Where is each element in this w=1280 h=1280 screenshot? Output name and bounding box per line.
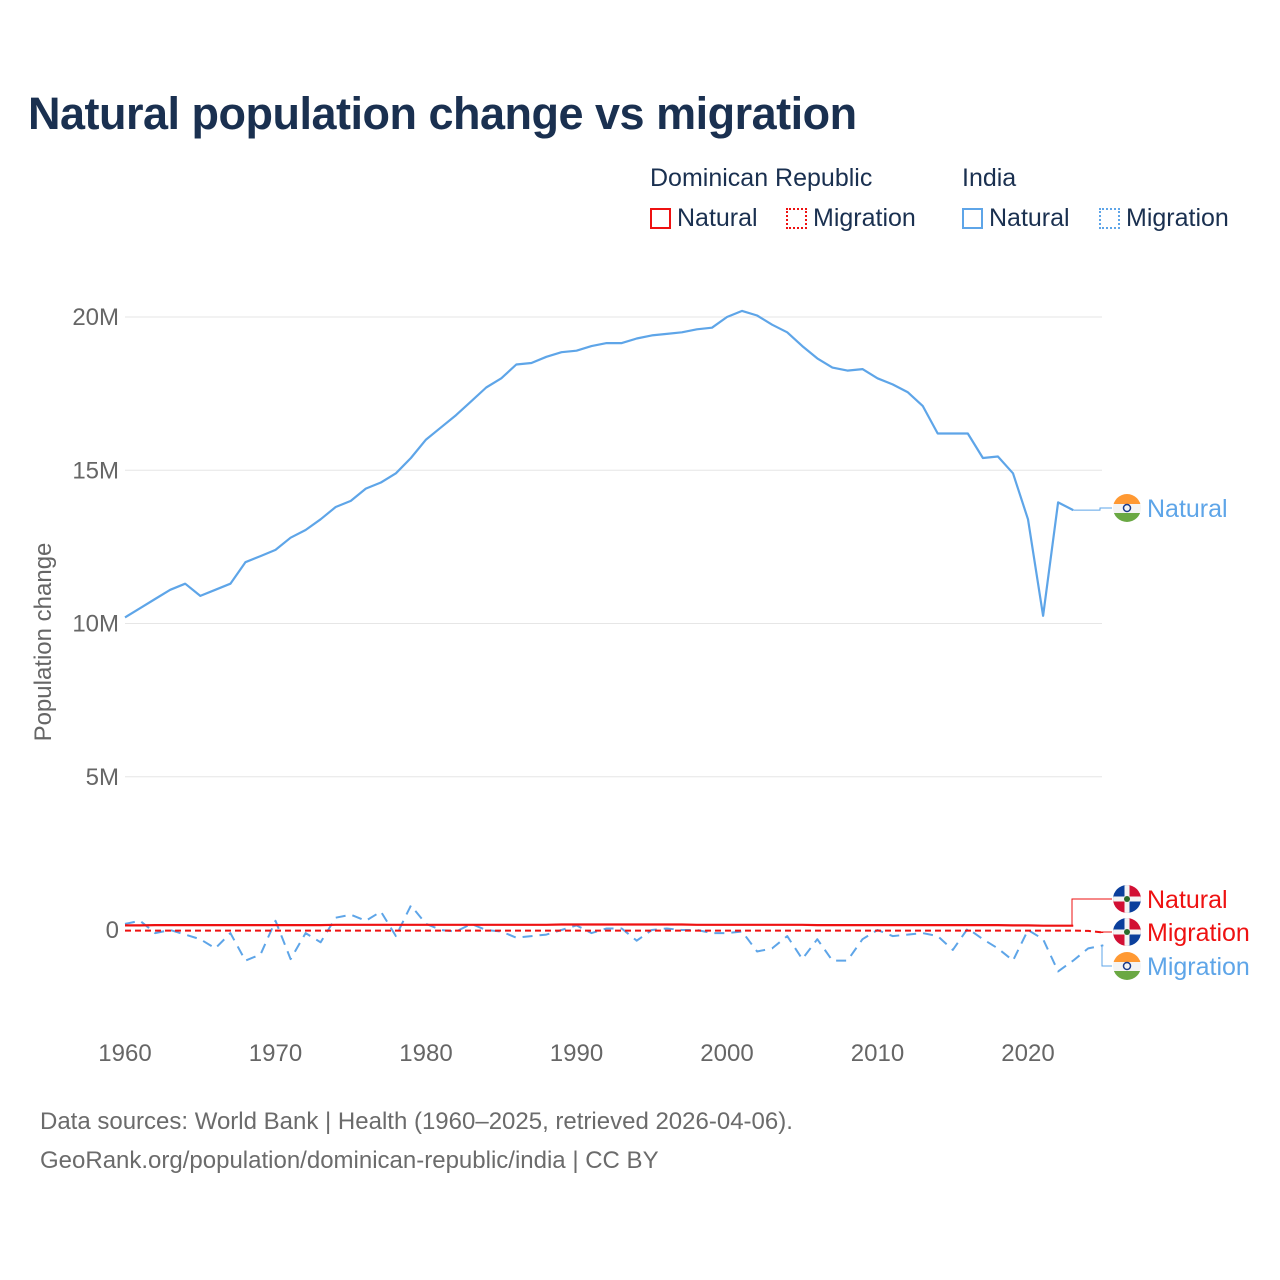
y-tick-label: 0 xyxy=(106,917,119,944)
x-tick-label: 1980 xyxy=(399,1040,452,1067)
legend-group-india: India xyxy=(962,164,1017,192)
legend-label: Natural xyxy=(677,204,758,232)
legend-swatch-dotted xyxy=(786,208,807,229)
x-tick-label: 1960 xyxy=(98,1040,151,1067)
x-tick-label: 2010 xyxy=(851,1040,904,1067)
label-connector xyxy=(1071,898,1112,927)
series-line-dominican-republic-migration xyxy=(125,929,1104,934)
legend-india-natural[interactable]: Natural xyxy=(962,204,1070,233)
series-end-label: Migration xyxy=(1147,953,1250,981)
y-tick-label: 20M xyxy=(72,304,119,331)
legend-label: Natural xyxy=(989,204,1070,232)
india-flag-icon xyxy=(1113,494,1141,523)
series-end-label: Natural xyxy=(1147,886,1228,914)
x-tick-label: 1970 xyxy=(249,1040,302,1067)
y-tick-label: 5M xyxy=(86,764,119,791)
legend-dr-migration[interactable]: Migration xyxy=(786,204,916,233)
series-line-dominican-republic-natural xyxy=(125,923,1074,927)
legend-swatch-dotted xyxy=(1099,208,1120,229)
label-connector xyxy=(1073,507,1112,511)
chart-title: Natural population change vs migration xyxy=(28,88,857,139)
legend-india-migration[interactable]: Migration xyxy=(1099,204,1229,233)
dominican-republic-flag-icon xyxy=(1113,885,1141,913)
dominican-republic-flag-icon xyxy=(1113,918,1141,946)
series-line-india-natural xyxy=(124,309,1074,619)
legend-label: Migration xyxy=(813,204,916,232)
legend-swatch-solid xyxy=(962,208,983,229)
x-tick-label: 2020 xyxy=(1001,1040,1054,1067)
series-end-label: Migration xyxy=(1147,919,1250,947)
x-tick-label: 2000 xyxy=(700,1040,753,1067)
series-end-label: Natural xyxy=(1147,495,1228,523)
x-tick-label: 1990 xyxy=(550,1040,603,1067)
footer-link[interactable]: GeoRank.org/population/dominican-republi… xyxy=(40,1147,659,1174)
legend-group-dominican-republic: Dominican Republic xyxy=(650,164,873,192)
y-tick-label: 15M xyxy=(72,457,119,484)
series-line-india-migration xyxy=(124,904,1104,973)
legend-swatch-solid xyxy=(650,208,671,229)
y-axis-label: Population change xyxy=(30,543,57,742)
india-flag-icon xyxy=(1113,952,1141,981)
label-connector xyxy=(1101,944,1112,967)
y-tick-label: 10M xyxy=(72,611,119,638)
legend-dr-natural[interactable]: Natural xyxy=(650,204,758,233)
footer-sources: Data sources: World Bank | Health (1960–… xyxy=(40,1108,793,1135)
legend-label: Migration xyxy=(1126,204,1229,232)
